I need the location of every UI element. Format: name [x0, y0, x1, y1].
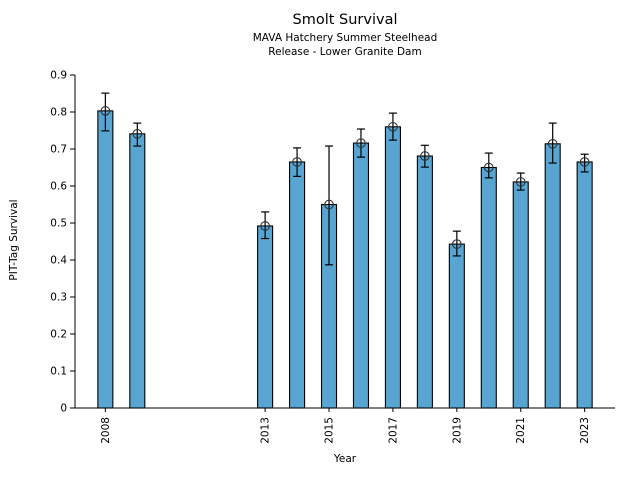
bar-2021 [512, 181, 529, 409]
marker-2021 [515, 177, 526, 187]
bar-2009 [129, 133, 146, 409]
marker-2017 [388, 121, 398, 132]
marker-2020 [483, 162, 494, 173]
x-tick-label-2019: 2019 [451, 417, 463, 444]
y-tick-label: 0.2 [50, 329, 67, 341]
y-tick-label: 0.9 [50, 70, 67, 82]
marker-2022 [547, 138, 558, 149]
y-tick-label: 0.7 [50, 144, 67, 156]
marker-2009 [132, 128, 143, 139]
x-tick-label-2015: 2015 [324, 417, 336, 444]
x-tick-label-2023: 2023 [579, 417, 591, 444]
x-tick-label-2017: 2017 [387, 417, 399, 444]
y-tick-label: 0.8 [50, 107, 67, 119]
chart-title: Smolt Survival [292, 12, 398, 28]
marker-2013 [260, 221, 270, 231]
marker-2023 [579, 157, 590, 167]
y-tick-label: 0.4 [50, 255, 67, 267]
marker-2019 [451, 239, 462, 249]
marker-2014 [292, 157, 302, 167]
y-axis-label: PIT-Tag Survival [8, 199, 20, 281]
y-tick-label: 0.5 [50, 218, 67, 230]
x-tick-label-2008: 2008 [100, 417, 112, 444]
marker-2008 [100, 106, 111, 116]
bar-2023 [576, 161, 593, 409]
x-tick-label-2021: 2021 [515, 417, 527, 444]
bar-2014 [289, 161, 306, 409]
marker-2016 [356, 138, 366, 148]
chart-subtitle-1: MAVA Hatchery Summer Steelhead [252, 32, 438, 44]
x-axis-label: Year [333, 453, 357, 465]
y-tick-label: 0.1 [50, 366, 67, 378]
x-tick-label-2013: 2013 [260, 417, 272, 444]
bar-2018 [416, 155, 433, 409]
bar-2020 [480, 166, 497, 409]
y-tick-label: 0.6 [50, 181, 67, 193]
marker-2015 [324, 199, 334, 210]
y-tick-label: 0.3 [50, 292, 67, 304]
chart-subtitle-2: Release - Lower Granite Dam [268, 46, 422, 58]
bar-2013 [257, 225, 274, 409]
bar-2017 [384, 126, 401, 409]
y-tick-label: 0 [60, 403, 67, 415]
bar-2019 [448, 243, 465, 409]
bar-2022 [544, 143, 561, 409]
bar-2016 [352, 142, 370, 409]
bar-2008 [97, 110, 114, 409]
marker-2018 [420, 151, 430, 161]
